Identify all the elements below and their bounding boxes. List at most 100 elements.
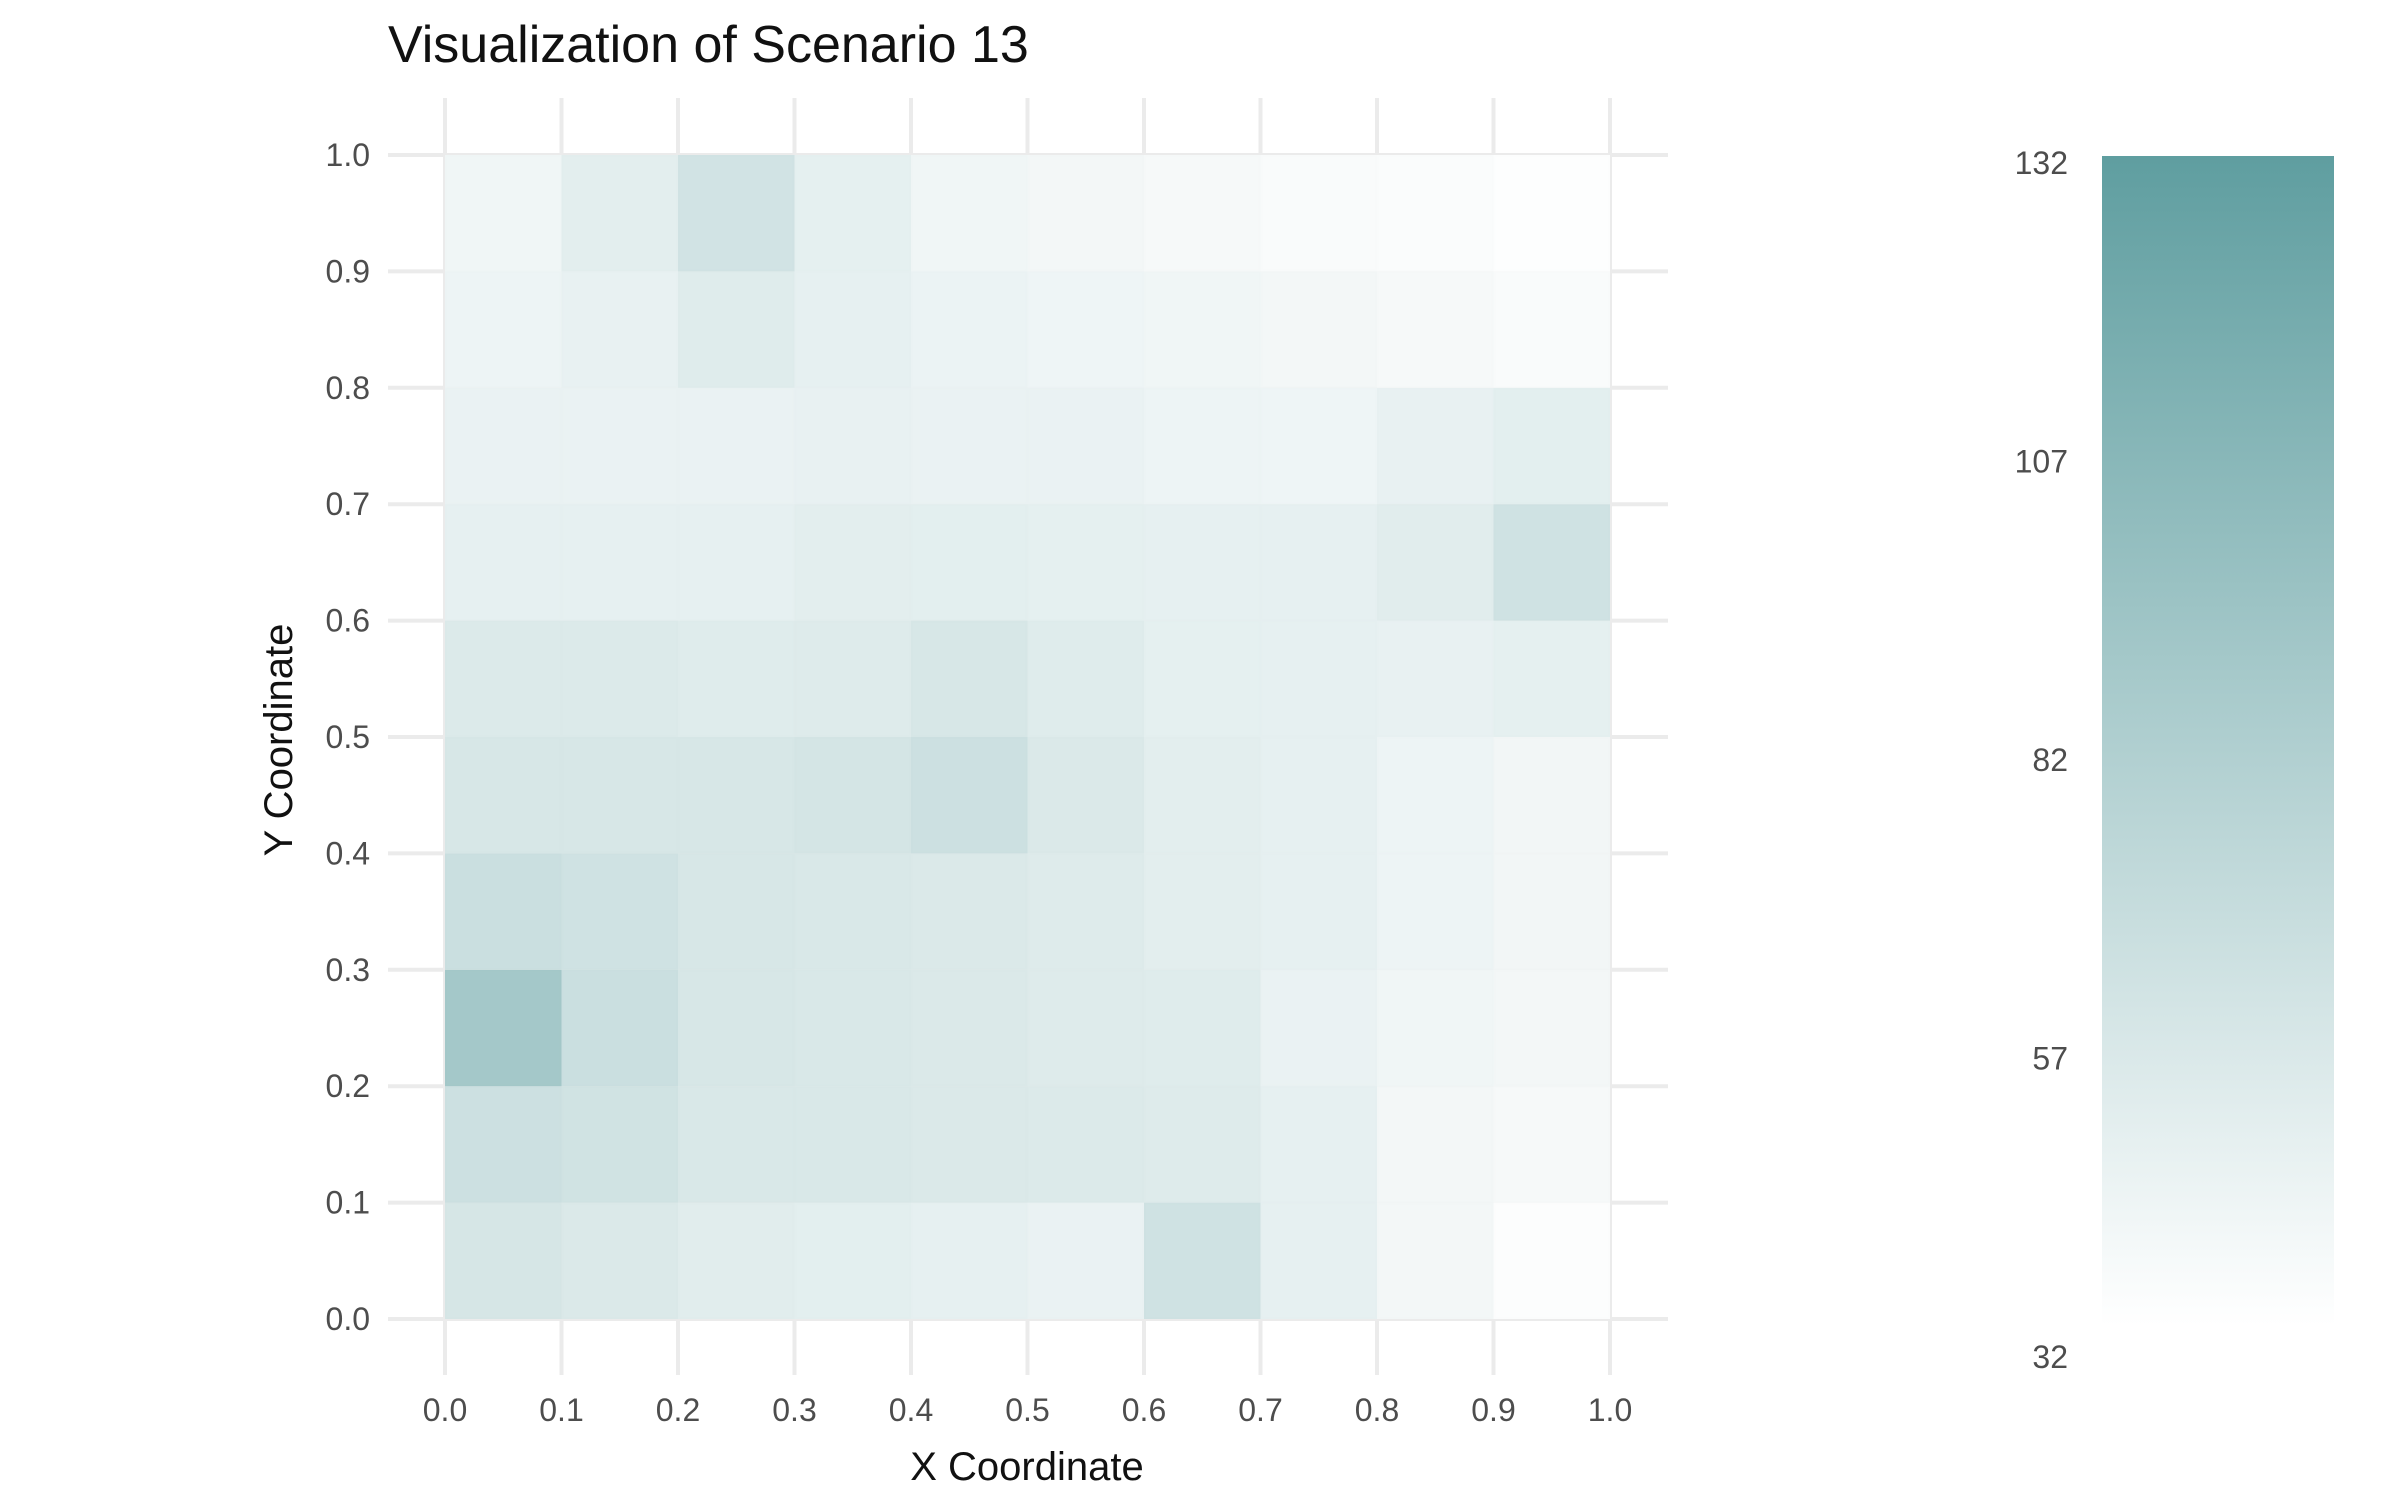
heatmap-cell <box>1260 1202 1377 1319</box>
x-tick-label: 0.8 <box>1355 1392 1399 1428</box>
heatmap-cell <box>561 969 678 1087</box>
y-tick-label: 0.4 <box>326 835 370 871</box>
heatmap-cell <box>445 1086 562 1203</box>
heatmap-cell <box>1493 155 1610 272</box>
colorbar-tick-label: 32 <box>2032 1339 2068 1375</box>
heatmap-cell <box>794 737 911 854</box>
heatmap-cell <box>1144 155 1261 272</box>
heatmap-cell <box>911 387 1028 505</box>
heatmap-cell <box>1027 853 1144 970</box>
heatmap-cell <box>794 853 911 970</box>
heatmap-cell <box>1260 155 1377 272</box>
heatmap-cell <box>678 737 795 854</box>
heatmap-cell <box>1377 853 1494 970</box>
x-tick-label: 0.5 <box>1005 1392 1049 1428</box>
heatmap-cell <box>1027 271 1144 388</box>
heatmap-cell <box>1260 737 1377 854</box>
heatmap-cell <box>1260 1086 1377 1203</box>
x-tick-label: 1.0 <box>1588 1392 1632 1428</box>
heatmap-cell <box>678 969 795 1087</box>
heatmap-cell <box>1144 1202 1261 1319</box>
heatmap-cell <box>1027 620 1144 737</box>
heatmap-cell <box>1260 271 1377 388</box>
heatmap-cell <box>794 155 911 272</box>
heatmap-cell <box>1377 387 1494 505</box>
y-tick-label: 0.1 <box>326 1185 370 1221</box>
heatmap-cell <box>445 387 562 505</box>
heatmap-cell <box>1260 969 1377 1087</box>
heatmap-cell <box>678 271 795 388</box>
heatmap-cell <box>1493 271 1610 388</box>
colorbar-tick-label: 82 <box>2032 742 2068 778</box>
heatmap-cell <box>561 155 678 272</box>
heatmap-cell <box>911 1086 1028 1203</box>
x-tick-label: 0.0 <box>423 1392 467 1428</box>
heatmap-cell <box>1493 1202 1610 1319</box>
colorbar-tick-label: 132 <box>2015 145 2068 181</box>
heatmap-cell <box>1377 1202 1494 1319</box>
x-tick-label: 0.2 <box>656 1392 700 1428</box>
heatmap-cell <box>911 853 1028 970</box>
heatmap-cell <box>1027 969 1144 1087</box>
heatmap-cell <box>1493 620 1610 737</box>
heatmap-cell <box>911 155 1028 272</box>
x-tick-label: 0.3 <box>772 1392 816 1428</box>
heatmap-cell <box>911 969 1028 1087</box>
heatmap-cell <box>794 387 911 505</box>
y-tick-label: 0.8 <box>326 370 370 406</box>
heatmap-cell <box>911 1202 1028 1319</box>
x-tick-label: 0.9 <box>1471 1392 1515 1428</box>
heatmap-cell <box>1493 853 1610 970</box>
heatmap-cell <box>561 853 678 970</box>
heatmap-cell <box>445 504 562 621</box>
heatmap-cell <box>678 155 795 272</box>
heatmap-cell <box>561 271 678 388</box>
heatmap-cell <box>678 620 795 737</box>
heatmap-cell <box>678 1086 795 1203</box>
heatmap-cell <box>1144 1086 1261 1203</box>
heatmap-cell <box>911 504 1028 621</box>
colorbar <box>2102 156 2334 1326</box>
heatmap-cell <box>445 737 562 854</box>
heatmap-cell <box>911 737 1028 854</box>
heatmap-cell <box>561 387 678 505</box>
heatmap-cell <box>1144 504 1261 621</box>
heatmap-cell <box>1027 504 1144 621</box>
y-tick-label: 0.9 <box>326 253 370 289</box>
y-tick-label: 1.0 <box>326 137 370 173</box>
heatmap-cell <box>1144 737 1261 854</box>
colorbar-tick-labels: 132 107 82 57 32 <box>2015 145 2068 1375</box>
heatmap-cell <box>794 620 911 737</box>
heatmap-cell <box>1377 969 1494 1087</box>
heatmap-cell <box>1493 1086 1610 1203</box>
heatmap-cell <box>678 1202 795 1319</box>
colorbar-tick-label: 57 <box>2032 1041 2068 1077</box>
heatmap-cell <box>1377 155 1494 272</box>
heatmap-cell <box>445 853 562 970</box>
heatmap-cell <box>561 620 678 737</box>
heatmap-cell <box>445 271 562 388</box>
heatmap-cell <box>1144 969 1261 1087</box>
heatmap-cell <box>1377 737 1494 854</box>
heatmap-cell <box>678 504 795 621</box>
y-tick-labels: 0.0 0.1 0.2 0.3 0.4 0.5 0.6 0.7 0.8 0.9 1.0 <box>326 137 370 1337</box>
heatmap-cell <box>794 1086 911 1203</box>
x-tick-labels: 0.0 0.1 0.2 0.3 0.4 0.5 0.6 0.7 0.8 0.9 1.0 <box>423 1392 1632 1428</box>
heatmap-cell <box>794 1202 911 1319</box>
heatmap-cell <box>445 620 562 737</box>
heatmap-cell <box>1493 387 1610 505</box>
y-tick-label: 0.3 <box>326 952 370 988</box>
chart-title: Visualization of Scenario 13 <box>388 16 1029 74</box>
heatmap-cell <box>1377 1086 1494 1203</box>
y-tick-label: 0.0 <box>326 1301 370 1337</box>
heatmap-cell <box>1260 387 1377 505</box>
heatmap-cell <box>445 155 562 272</box>
heatmap-cell <box>561 504 678 621</box>
heatmap-cell <box>445 969 562 1087</box>
heatmap-cell <box>1493 969 1610 1087</box>
heatmap-cell <box>1027 737 1144 854</box>
heatmap-cell <box>911 271 1028 388</box>
heatmap-cell <box>1144 853 1261 970</box>
heatmap-cell <box>1260 853 1377 970</box>
